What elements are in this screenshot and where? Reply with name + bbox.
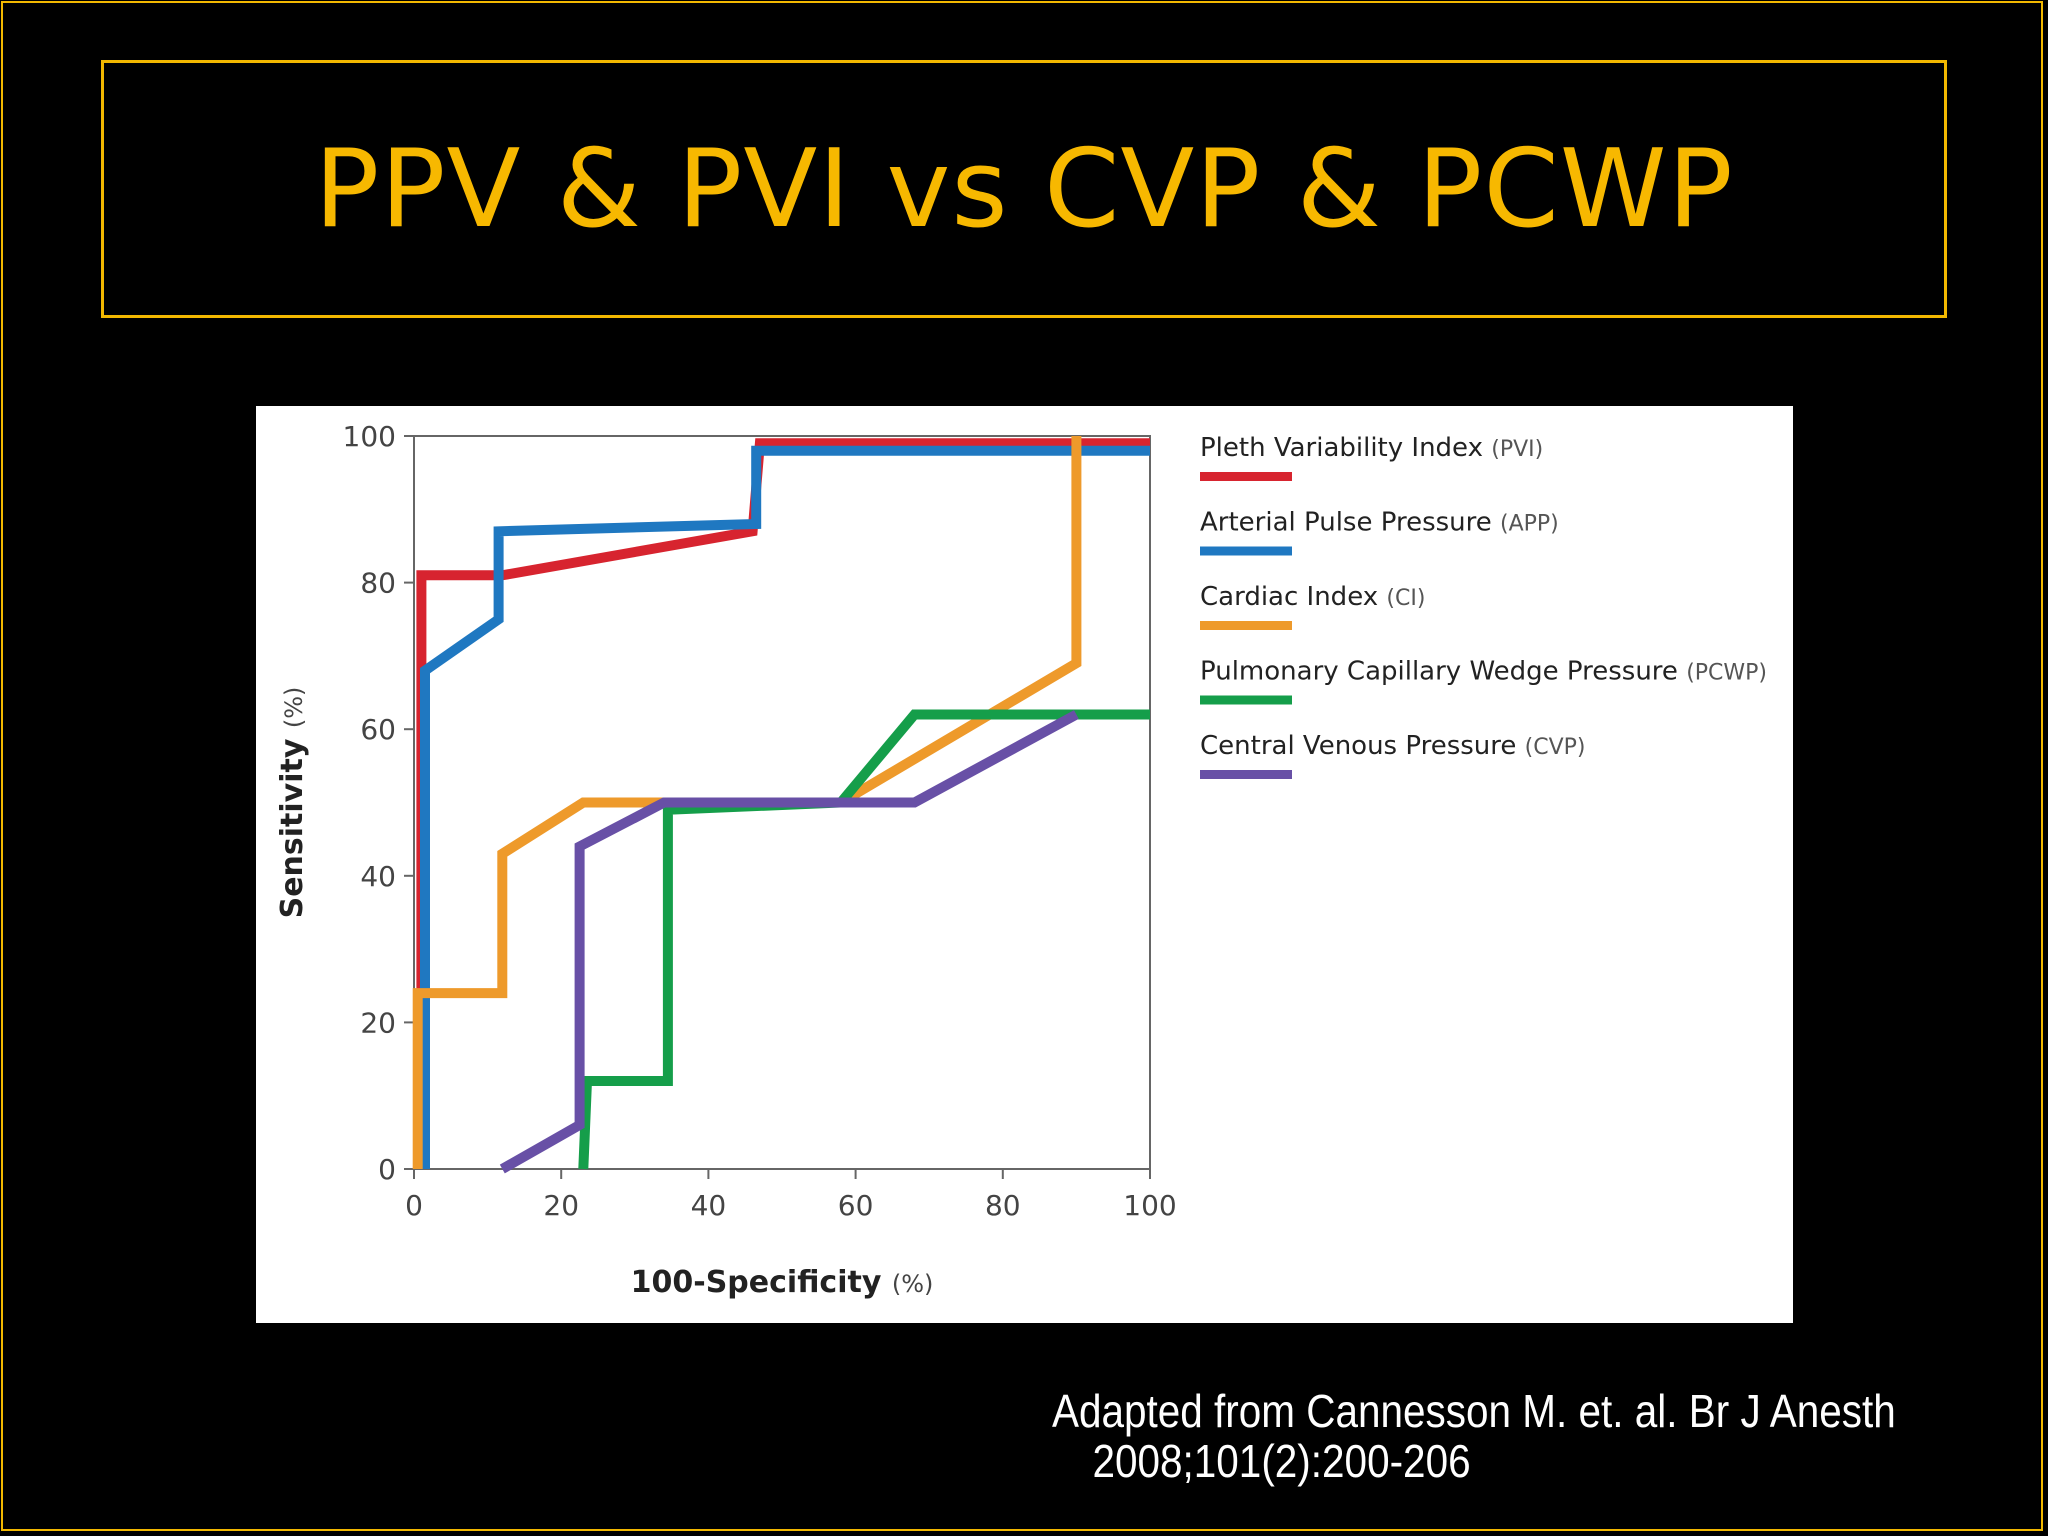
series-line-app	[420, 445, 1150, 1169]
citation-line-2: 2008;101(2):200-206	[1092, 1435, 1471, 1487]
y-tick-label: 100	[343, 420, 396, 453]
legend-label: Pleth Variability Index (PVI)	[1200, 433, 1543, 463]
x-tick-label: 100	[1123, 1189, 1176, 1222]
series-line-cvp	[499, 710, 1079, 1174]
y-tick-label: 20	[360, 1006, 396, 1039]
x-tick-label: 20	[543, 1189, 579, 1222]
x-tick-label: 80	[985, 1189, 1021, 1222]
slide-title: PPV & PVI vs CVP & PCWP	[314, 126, 1734, 252]
x-tick-label: 40	[691, 1189, 727, 1222]
x-axis-title: 100-Specificity (%)	[631, 1265, 934, 1300]
legend-label: Pulmonary Capillary Wedge Pressure (PCWP…	[1200, 657, 1767, 687]
x-tick-label: 60	[838, 1189, 874, 1222]
citation-line-1: Adapted from Cannesson M. et. al. Br J A…	[1052, 1385, 1896, 1437]
legend-swatch	[1200, 546, 1292, 556]
citation: Adapted from Cannesson M. et. al. Br J A…	[1052, 1385, 1896, 1487]
title-box: PPV & PVI vs CVP & PCWP	[101, 60, 1947, 318]
y-tick-label: 60	[360, 713, 396, 746]
y-tick-label: 80	[360, 567, 396, 600]
legend-swatch	[1200, 621, 1292, 630]
legend-swatch	[1200, 695, 1292, 705]
x-tick-label: 0	[405, 1189, 423, 1222]
series-line-pcwp	[578, 709, 1150, 1170]
plot-frame	[413, 435, 1151, 1170]
y-tick-label: 40	[360, 860, 396, 893]
legend-label: Cardiac Index (CI)	[1200, 582, 1425, 612]
legend-swatch	[1200, 770, 1292, 779]
legend-label: Central Venous Pressure (CVP)	[1200, 731, 1586, 761]
legend-label: Arterial Pulse Pressure (APP)	[1200, 508, 1559, 538]
roc-chart: 0 20 40 60 80 100 0 20 40 60 80 100 100-Specificity …	[256, 406, 1793, 1323]
legend-swatch	[1200, 472, 1292, 481]
y-axis-title: Sensitivity (%)	[275, 687, 310, 919]
y-tick-label: 0	[378, 1153, 396, 1186]
chart-svg: 0 20 40 60 80 100 0 20 40 60 80 100 100-Specificity …	[275, 420, 1767, 1300]
